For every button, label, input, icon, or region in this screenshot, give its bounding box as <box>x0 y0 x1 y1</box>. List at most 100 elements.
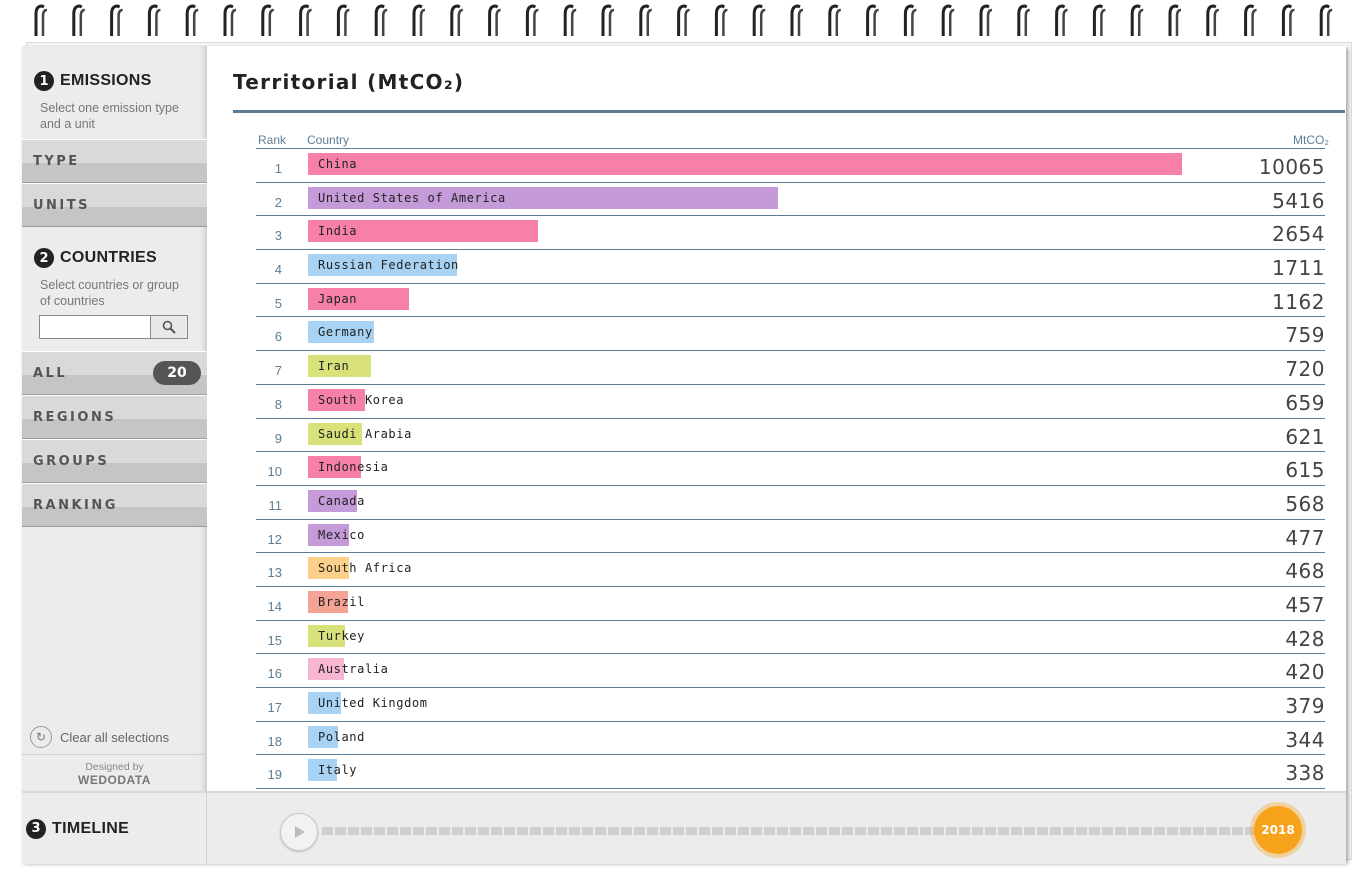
rank-number: 18 <box>267 733 282 749</box>
country-name: Russian Federation <box>318 258 459 273</box>
all-menu[interactable]: ALL 20 <box>22 351 207 395</box>
binding-ring <box>1206 4 1219 36</box>
emission-bar <box>308 692 341 714</box>
binding-ring <box>1319 4 1333 36</box>
emissions-title: EMISSIONS <box>60 72 152 89</box>
country-name: South Korea <box>318 392 405 407</box>
ranking-row[interactable]: 2 United States of America 5416 <box>256 183 1325 217</box>
type-menu[interactable]: TYPE <box>22 139 207 183</box>
ranking-row[interactable]: 1 China 10065 <box>256 149 1325 183</box>
notebook-page: 1 EMISSIONS Select one emission type and… <box>22 46 1346 864</box>
unit-column-header: MtCO₂ <box>1293 133 1329 147</box>
emission-bar <box>308 153 1182 175</box>
play-button[interactable] <box>280 813 318 851</box>
countries-header: 2 COUNTRIES <box>22 239 207 277</box>
ranking-menu[interactable]: RANKING <box>22 483 207 527</box>
binding-ring <box>979 4 993 36</box>
rank-column-header: Rank <box>258 133 287 147</box>
ranking-table: 1 China 10065 2 United States of America 5416… <box>207 149 1346 790</box>
all-label: ALL <box>33 365 68 381</box>
binding-ring <box>677 4 690 36</box>
rank-number: 9 <box>274 430 282 446</box>
country-name: Saudi Arabia <box>318 426 412 441</box>
binding-ring <box>639 4 652 36</box>
ranking-row[interactable]: 18 Poland 344 <box>256 722 1325 756</box>
ranking-row[interactable]: 12 Mexico 477 <box>256 520 1325 554</box>
emission-bar <box>308 355 371 378</box>
countries-title: COUNTRIES <box>60 249 157 266</box>
clear-selections-button[interactable]: ↻ Clear all selections <box>30 726 169 748</box>
emission-bar <box>308 489 358 512</box>
emission-value: 338 <box>1285 761 1325 786</box>
emission-value: 457 <box>1285 592 1325 617</box>
country-search-input[interactable] <box>39 315 151 339</box>
binding-ring <box>1130 4 1144 36</box>
emission-value: 379 <box>1285 694 1325 718</box>
emission-bar <box>308 388 366 411</box>
emission-value: 344 <box>1285 727 1325 752</box>
emission-bar <box>308 456 362 479</box>
ranking-row[interactable]: 15 Turkey 428 <box>256 621 1325 655</box>
binding-ring <box>1281 4 1295 36</box>
play-icon <box>295 826 305 838</box>
binding-ring <box>525 4 539 36</box>
ranking-row[interactable]: 8 South Korea 659 <box>256 385 1325 419</box>
binding-ring <box>601 4 615 36</box>
ranking-row[interactable]: 11 Canada 568 <box>256 486 1325 520</box>
rank-number: 7 <box>274 363 282 379</box>
ranking-row[interactable]: 10 Indonesia 615 <box>256 452 1325 486</box>
binding-ring <box>828 4 841 36</box>
emission-value: 2654 <box>1272 222 1325 247</box>
binding-ring <box>1055 4 1068 36</box>
ranking-row[interactable]: 17 United Kingdom 379 <box>256 688 1325 722</box>
ranking-row[interactable]: 4 Russian Federation 1711 <box>256 250 1325 284</box>
rank-number: 2 <box>274 194 282 210</box>
ranking-row[interactable]: 9 Saudi Arabia 621 <box>256 419 1325 453</box>
ranking-row[interactable]: 5 Japan 1162 <box>256 284 1325 318</box>
country-name: China <box>318 157 358 171</box>
emission-bar <box>308 220 539 243</box>
rank-number: 6 <box>274 329 282 345</box>
emission-bar <box>308 725 338 748</box>
ranking-panel: Territorial (MtCO₂) Rank Country MtCO₂ 1… <box>207 46 1346 791</box>
emission-value: 10065 <box>1258 155 1325 179</box>
page-title: Territorial (MtCO₂) <box>233 70 465 94</box>
emission-bar <box>308 658 345 681</box>
header-divider <box>256 148 1325 149</box>
ranking-row[interactable]: 19 Italy 338 <box>256 755 1325 790</box>
emission-bar <box>308 186 779 209</box>
ranking-row[interactable]: 6 Germany 759 <box>256 317 1325 352</box>
timeline-track[interactable] <box>322 827 1270 835</box>
credit-brand-logo[interactable]: WEDODATA <box>78 773 151 787</box>
ranking-row[interactable]: 3 India 2654 <box>256 216 1325 251</box>
binding-ring <box>790 4 804 36</box>
binding-ring <box>488 4 501 36</box>
emission-bar <box>308 254 457 277</box>
rank-number: 14 <box>267 598 282 614</box>
emission-value: 1711 <box>1272 256 1325 281</box>
binding-ring <box>374 4 388 36</box>
rank-number: 8 <box>274 396 282 412</box>
ranking-row[interactable]: 16 Australia 420 <box>256 654 1325 688</box>
rank-number: 1 <box>274 161 282 176</box>
title-divider <box>233 110 1345 113</box>
ranking-row[interactable]: 14 Brazil 457 <box>256 587 1325 621</box>
step-number: 2 <box>34 248 54 268</box>
emission-bar <box>308 624 346 647</box>
rank-number: 5 <box>274 295 282 311</box>
emissions-header: 1 EMISSIONS <box>22 62 207 100</box>
country-name: Turkey <box>318 628 365 643</box>
emission-value: 759 <box>1285 323 1325 348</box>
search-button[interactable] <box>151 315 188 339</box>
timeline-title: TIMELINE <box>52 819 130 837</box>
binding-ring <box>1244 4 1257 36</box>
groups-menu[interactable]: GROUPS <box>22 439 207 483</box>
ranking-row[interactable]: 7 Iran 720 <box>256 351 1325 385</box>
step-number: 3 <box>26 818 46 839</box>
year-handle[interactable]: 2018 <box>1254 806 1302 854</box>
units-menu[interactable]: UNITS <box>22 183 207 227</box>
ranking-row[interactable]: 13 South Africa 468 <box>256 553 1325 587</box>
binding-ring <box>1017 4 1030 36</box>
regions-menu[interactable]: REGIONS <box>22 395 207 439</box>
binding-ring <box>412 4 426 36</box>
